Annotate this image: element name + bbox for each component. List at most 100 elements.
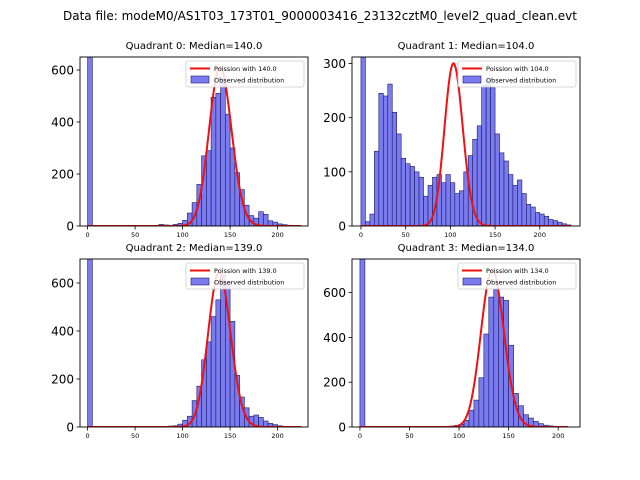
- legend: Poission with 104.0 Observed distribution: [457, 60, 577, 88]
- histogram-bar: [387, 83, 393, 226]
- histogram-bar: [87, 259, 93, 427]
- subplot-title: Quadrant 2: Median=139.0: [126, 243, 263, 254]
- y-tick-label: 200: [323, 376, 346, 390]
- figure-suptitle: Data file: modeM0/AS1T03_173T01_90000034…: [63, 9, 577, 23]
- legend-box: [185, 262, 305, 290]
- subplot-quadrant-3: Quadrant 3: Median=134.0 0 50 100 150 200 0 200…: [323, 243, 581, 440]
- axes-frame: [351, 258, 581, 428]
- x-tick-label: 50: [402, 231, 410, 239]
- legend-bar-swatch: [190, 75, 210, 84]
- histogram-bar: [473, 399, 480, 427]
- poisson-curve: [360, 62, 572, 226]
- histogram-bar: [530, 206, 536, 226]
- subplot-quadrant-2: Quadrant 2: Median=139.0 0 50 100 150 200 0 200…: [51, 243, 309, 440]
- x-tick-label: 50: [405, 432, 413, 440]
- histogram-bar: [512, 185, 518, 226]
- histogram-bar: [409, 166, 415, 226]
- poisson-curve: [359, 269, 569, 427]
- histogram-bar: [499, 152, 505, 226]
- legend-box: [457, 60, 577, 88]
- histogram-bar: [478, 377, 485, 427]
- subplot-quadrant-1: Quadrant 1: Median=104.0 0 50 100 150 200 0 100…: [323, 41, 581, 239]
- histogram-bar: [481, 84, 487, 226]
- legend-label-poisson: Poission with 140.0: [214, 65, 277, 73]
- x-tick-label: 100: [453, 432, 465, 440]
- plot-area: [360, 57, 572, 226]
- x-tick-label: 100: [176, 432, 188, 440]
- x-tick-label: 150: [224, 231, 236, 239]
- y-tick-label: 200: [323, 111, 346, 125]
- y-tick-label: 0: [66, 421, 74, 435]
- legend-label-observed: Observed distribution: [214, 279, 284, 287]
- histogram-bar: [521, 193, 527, 226]
- histogram-bar: [468, 409, 475, 427]
- histogram-bar: [493, 288, 500, 427]
- y-tick-label: 0: [66, 220, 74, 234]
- histogram-bar: [494, 133, 500, 226]
- x-tick-label: 200: [534, 231, 546, 239]
- axes-frame: [79, 258, 309, 428]
- histogram-bar: [206, 341, 212, 427]
- legend-box: [457, 262, 577, 290]
- histogram-bar: [488, 296, 495, 427]
- legend-label-poisson: Poission with 139.0: [214, 267, 277, 275]
- histogram-bar: [229, 147, 236, 226]
- histogram-bar: [210, 97, 217, 226]
- histogram-bar: [360, 57, 366, 226]
- histogram-bar: [215, 299, 221, 427]
- histogram-bar: [87, 57, 93, 226]
- histogram-bar: [263, 214, 269, 226]
- subplot-title: Quadrant 1: Median=104.0: [398, 41, 535, 52]
- histogram-bar: [458, 190, 465, 226]
- histogram-bar: [369, 213, 375, 226]
- histogram-bar: [225, 113, 231, 226]
- y-tick-label: 200: [51, 168, 74, 182]
- legend-bar-swatch: [462, 277, 482, 286]
- histogram-bar: [476, 125, 482, 226]
- histogram-bar: [543, 215, 550, 226]
- histogram-bar: [483, 333, 490, 427]
- histogram-bar: [454, 193, 460, 226]
- y-tick-label: 300: [323, 57, 346, 71]
- histogram-bar: [450, 182, 456, 226]
- axes-frame: [351, 56, 581, 227]
- x-tick-label: 0: [86, 231, 90, 239]
- x-tick-label: 0: [359, 231, 363, 239]
- legend-bar-swatch: [462, 75, 482, 84]
- legend-label-observed: Observed distribution: [486, 279, 556, 287]
- x-tick-label: 100: [176, 231, 188, 239]
- x-tick-label: 150: [224, 432, 236, 440]
- y-tick-label: 400: [51, 116, 74, 130]
- histogram-bar: [374, 150, 380, 226]
- y-tick-label: 400: [323, 331, 346, 345]
- x-tick-label: 0: [358, 432, 362, 440]
- histogram-bar: [206, 150, 212, 226]
- histogram-bar: [405, 163, 411, 226]
- y-tick-label: 600: [51, 64, 74, 78]
- histogram-bar: [414, 171, 420, 226]
- histogram-bar: [396, 133, 402, 226]
- legend-label-observed: Observed distribution: [486, 77, 556, 85]
- histogram-bar: [517, 179, 523, 226]
- histogram-bar: [400, 157, 406, 226]
- subplot-grid: Quadrant 0: Median=140.0 0 50 100 150 200 0 200…: [51, 41, 581, 440]
- x-tick-label: 200: [271, 432, 283, 440]
- x-tick-label: 200: [271, 231, 283, 239]
- y-tick-label: 0: [338, 421, 346, 435]
- histogram-bar: [534, 212, 541, 226]
- histogram-bar: [258, 211, 264, 226]
- x-tick-label: 100: [444, 231, 456, 239]
- legend: Poission with 139.0 Observed distribution: [185, 262, 305, 290]
- histogram-bar: [490, 87, 496, 226]
- y-tick-label: 100: [323, 165, 346, 179]
- legend: Poission with 134.0 Observed distribution: [457, 262, 577, 290]
- histogram-bar: [378, 92, 384, 226]
- y-tick-label: 0: [338, 220, 346, 234]
- legend-label-poisson: Poission with 104.0: [486, 65, 549, 73]
- histogram-bar: [445, 174, 451, 226]
- histogram-bar: [210, 316, 217, 427]
- histogram-bar: [441, 182, 447, 226]
- histogram-bar: [526, 204, 532, 226]
- legend-label-poisson: Poission with 134.0: [486, 267, 549, 275]
